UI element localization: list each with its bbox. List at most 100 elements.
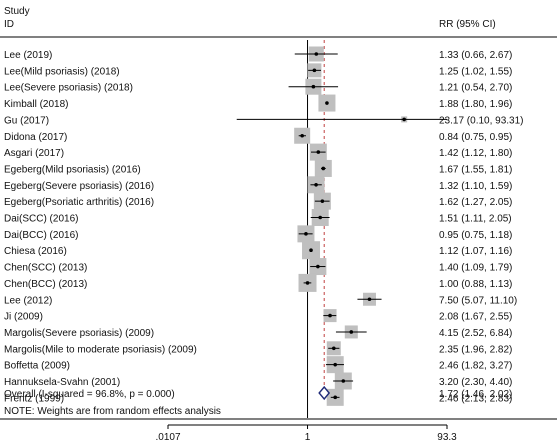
study-ci-text: 1.12 (1.07, 1.16) [439, 246, 512, 257]
point-estimate [312, 68, 317, 73]
table-row: Dai(SCC) (2016) 1.51 (1.11, 2.05) [4, 209, 512, 226]
overall-diamond [318, 385, 331, 401]
point-estimate [300, 133, 304, 138]
study-label: Hannuksela-Svahn (2001) [4, 377, 120, 388]
study-ci-text: 2.46 (1.82, 3.27) [439, 361, 512, 372]
study-ci-text: 7.50 (5.07, 11.10) [439, 295, 517, 306]
x-tick-label: 1 [305, 432, 311, 443]
study-ci-text: 2.35 (1.96, 2.82) [439, 344, 512, 355]
table-row: Margolis(Severe psoriasis) (2009) 4.15 (2… [4, 325, 512, 339]
table-row: Boffetta (2009) 2.46 (1.82, 3.27) [4, 356, 512, 374]
x-tick-label: .0107 [155, 432, 180, 443]
study-ci-text: 1.00 (0.88, 1.13) [439, 279, 512, 290]
point-estimate [349, 330, 354, 334]
study-label: Frentz (1999) [4, 393, 64, 404]
study-ci-text: 1.51 (1.11, 2.05) [439, 214, 512, 225]
table-row: Dai(BCC) (2016) 0.95 (0.75, 1.18) [4, 225, 512, 243]
point-estimate [328, 313, 332, 318]
point-estimate [311, 84, 316, 89]
study-ci-text: 2.46 (2.13, 2.83) [439, 393, 512, 404]
table-row: Lee (2019) 1.33 (0.66, 2.67) [4, 46, 512, 62]
study-ci-text: 1.21 (0.54, 2.70) [439, 83, 512, 94]
study-ci-text: 1.88 (1.80, 1.96) [439, 99, 512, 110]
table-row: Egeberg(Mild psoriasis) (2016) 1.67 (1.55… [4, 159, 512, 177]
study-label: Margolis(Mile to moderate psoriasis) (20… [4, 344, 197, 355]
point-estimate [341, 379, 346, 383]
table-row: Egeberg(Severe psoriasis) (2016) 1.32 (1.… [4, 176, 512, 194]
study-label: Egeberg(Mild psoriasis) (2016) [4, 164, 141, 175]
study-ci-text: 3.20 (2.30, 4.40) [439, 377, 512, 388]
table-row: Asgari (2017) 1.42 (1.12, 1.80) [4, 143, 512, 161]
study-label: Gu (2017) [4, 115, 49, 126]
study-label: Asgari (2017) [4, 148, 64, 159]
table-row: Hannuksela-Svahn (2001) 3.20 (2.30, 4.40) [4, 372, 512, 390]
id-header: ID [4, 19, 14, 30]
study-label: Lee(Mild psoriasis) (2018) [4, 66, 120, 77]
study-rows: Lee (2019) 1.33 (0.66, 2.67) Lee(Mild psor… [4, 40, 524, 418]
study-label: Lee (2019) [4, 50, 52, 61]
table-row: Chiesa (2016) 1.12 (1.07, 1.16) [4, 241, 512, 260]
table-row: Lee(Severe psoriasis) (2018) 1.21 (0.54, … [4, 78, 512, 95]
point-estimate [333, 362, 338, 367]
study-label: Lee(Severe psoriasis) (2018) [4, 83, 133, 94]
point-estimate [314, 52, 319, 56]
point-estimate [333, 395, 338, 400]
table-row: Chen(BCC) (2013) 1.00 (0.88, 1.13) [4, 273, 512, 292]
study-label: Ji (2009) [4, 312, 43, 323]
study-ci-text: 1.25 (1.02, 1.55) [439, 66, 512, 77]
table-row: Didona (2017) 0.84 (0.75, 0.95) [4, 127, 512, 144]
study-label: Egeberg(Psoriatic arthritis) (2016) [4, 197, 154, 208]
point-estimate [325, 101, 329, 105]
point-estimate [305, 281, 310, 285]
point-estimate [309, 248, 313, 252]
table-row: Chen(SCC) (2013) 1.40 (1.09, 1.79) [4, 258, 512, 276]
study-label: Didona (2017) [4, 132, 67, 143]
study-ci-text: 4.15 (2.52, 6.84) [439, 328, 512, 339]
table-row: Kimball (2018) 1.88 (1.80, 1.96) [4, 94, 512, 112]
study-label: Chiesa (2016) [4, 246, 67, 257]
study-ci-text: 1.67 (1.55, 1.81) [439, 164, 512, 175]
x-tick-label: 93.3 [437, 432, 457, 443]
point-estimate [402, 117, 406, 122]
study-header: Study [4, 6, 30, 17]
study-label: Dai(SCC) (2016) [4, 214, 78, 225]
study-label: Egeberg(Severe psoriasis) (2016) [4, 181, 154, 192]
point-estimate [316, 150, 321, 154]
study-ci-text: 0.95 (0.75, 1.18) [439, 230, 512, 241]
table-row: Lee (2012) 7.50 (5.07, 11.10) [4, 292, 517, 306]
point-estimate [318, 215, 322, 220]
study-ci-text: 1.42 (1.12, 1.80) [439, 148, 512, 159]
study-label: Dai(BCC) (2016) [4, 230, 78, 241]
point-estimate [367, 297, 372, 302]
study-label: Chen(BCC) (2013) [4, 279, 87, 290]
overall-label: Overall (I-squared = 96.8%, p = 0.000) [4, 389, 175, 400]
table-row: Gu (2017) 23.17 (0.10, 93.31) [4, 115, 524, 126]
table-row: Lee(Mild psoriasis) (2018) 1.25 (1.02, 1.… [4, 63, 512, 78]
point-estimate [316, 264, 320, 269]
table-row: Frentz (1999) 2.46 (2.13, 2.83) [4, 388, 512, 406]
table-row: Egeberg(Psoriatic arthritis) (2016) 1.62 … [4, 192, 512, 210]
table-row: Margolis(Mile to moderate psoriasis) (20… [4, 341, 512, 356]
study-ci-text: 1.40 (1.09, 1.79) [439, 263, 512, 274]
point-estimate [321, 166, 326, 171]
study-ci-text: 0.84 (0.75, 0.95) [439, 132, 512, 143]
study-ci-text: 23.17 (0.10, 93.31) [439, 115, 524, 126]
point-estimate [304, 232, 308, 236]
rr-ci-header: RR (95% CI) [439, 19, 496, 30]
study-label: Boffetta (2009) [4, 361, 70, 372]
study-label: Chen(SCC) (2013) [4, 263, 87, 274]
study-ci-text: 1.33 (0.66, 2.67) [439, 50, 512, 61]
study-label: Lee (2012) [4, 295, 52, 306]
study-label: Kimball (2018) [4, 99, 68, 110]
weights-note: NOTE: Weights are from random effects an… [4, 406, 221, 417]
study-ci-text: 1.32 (1.10, 1.59) [439, 181, 512, 192]
study-ci-text: 1.62 (1.27, 2.05) [439, 197, 512, 208]
table-row: Ji (2009) 2.08 (1.67, 2.55) [4, 309, 512, 323]
overall-row: Overall (I-squared = 96.8%, p = 0.000) 1.… [4, 385, 512, 401]
x-axis: .0107 1 93.3 [155, 424, 457, 443]
point-estimate [331, 346, 336, 351]
study-ci-text: 2.08 (1.67, 2.55) [439, 312, 512, 323]
header: Study ID RR (95% CI) [4, 6, 496, 30]
point-estimate [314, 183, 318, 187]
